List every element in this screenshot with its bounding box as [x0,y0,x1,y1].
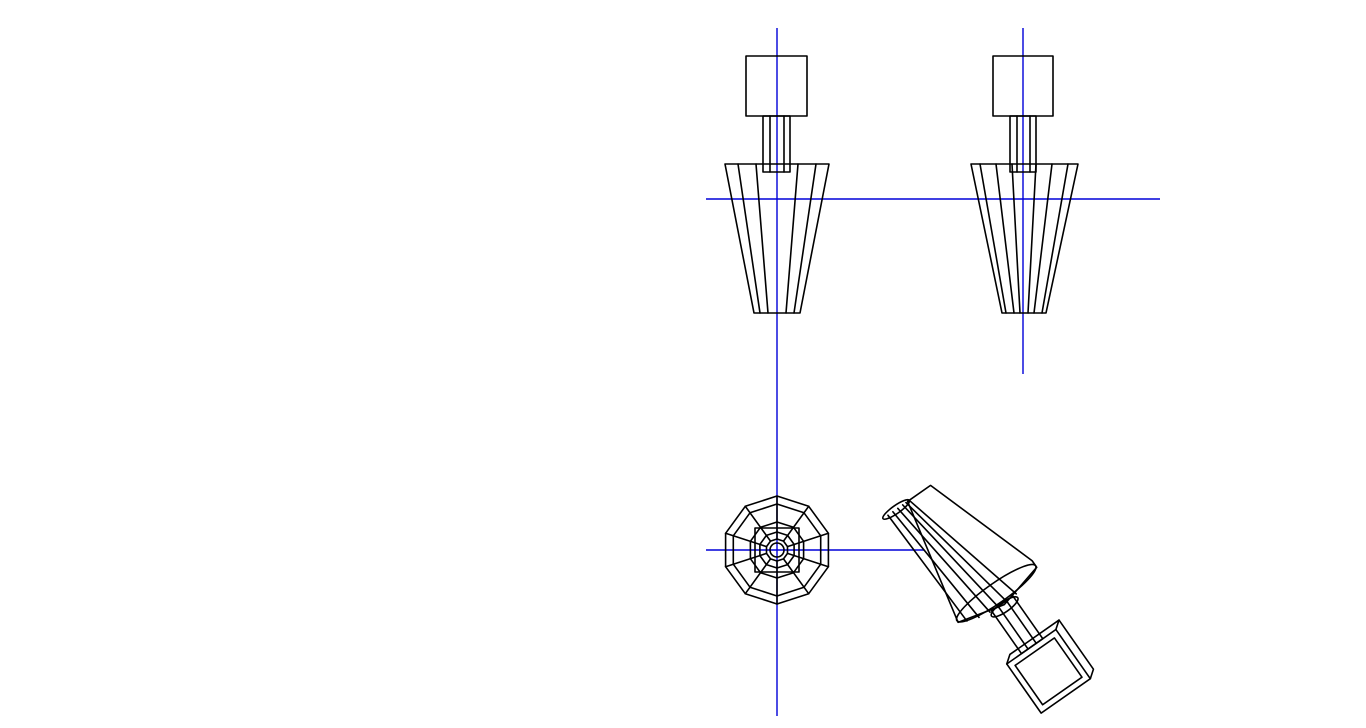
front-elevation-view [724,55,830,314]
iso-cone-facet [896,507,991,613]
plan-radial-spoke [786,532,830,548]
side-cone-outline [970,163,1079,314]
plan-radial-spoke [744,505,772,542]
front-cone-facet [755,163,769,314]
front-cone-facet [737,163,761,314]
side-cone-facet [1011,163,1021,314]
side-cone-facet [1033,163,1053,314]
front-cone-facet [785,163,799,314]
plan-radial-spoke [782,505,810,542]
iso-cone-facet [905,501,1009,604]
iso-cap-box-inner [1014,637,1083,706]
iso-cone-facet [908,499,1018,595]
iso-cap-box-top [1005,619,1060,665]
top-plan-view [724,495,830,605]
side-cone-facet [979,163,1007,314]
iso-cone-facet [901,504,1001,609]
side-cone-facet [995,163,1015,314]
iso-cone-facet [892,510,980,619]
side-cone-facet [1027,163,1037,314]
plan-radial-spoke [724,532,768,548]
isometric-view [882,484,1095,714]
side-cone-facet [1041,163,1069,314]
side-elevation-view [970,55,1079,314]
iso-stem-collar [990,596,1019,618]
plan-hub-circle [769,542,785,558]
front-cone-facet [793,163,817,314]
plan-radial-spoke [782,558,810,595]
plan-radial-spoke [786,552,830,568]
side-stem [1009,115,1037,173]
iso-cap-box-side [1058,619,1095,680]
front-cone-outline [724,163,830,314]
center-lines [706,28,1160,716]
plan-radial-spoke [724,552,768,568]
iso-cone-facet [887,514,968,622]
plan-radial-spoke [744,558,772,595]
front-stem [762,115,791,173]
